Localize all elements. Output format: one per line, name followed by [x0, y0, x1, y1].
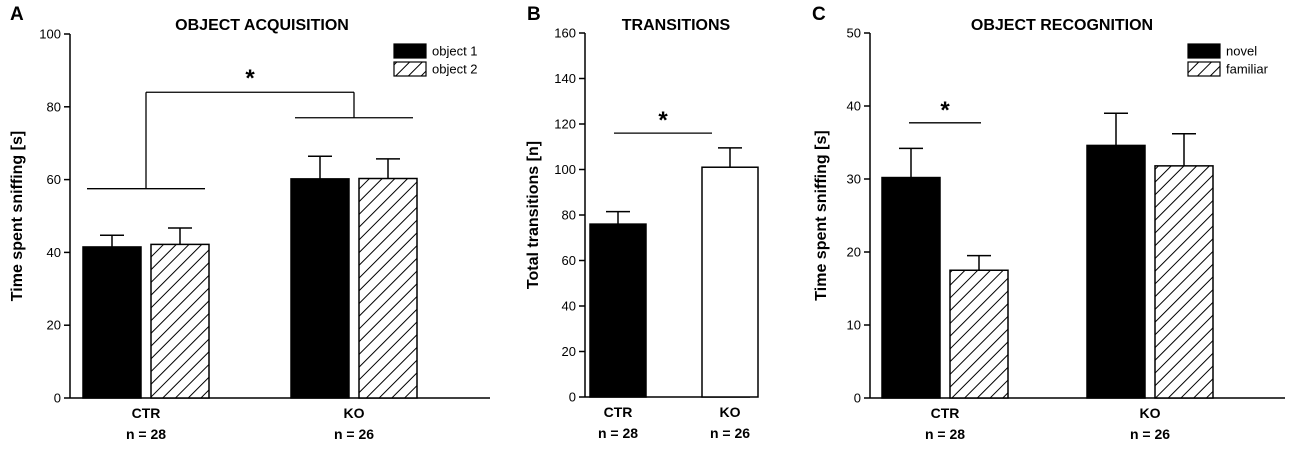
- x-category-label: KO: [1140, 405, 1161, 421]
- panel-letter: C: [812, 4, 826, 25]
- y-tick-label: 80: [562, 208, 576, 223]
- panel-letter: A: [10, 4, 24, 25]
- bar-object-2-ctr: [150, 243, 210, 399]
- x-category-label: KO: [344, 405, 365, 421]
- y-tick-label: 10: [847, 318, 861, 333]
- x-category-n-label: n = 28: [126, 426, 166, 442]
- significance-star: *: [245, 65, 255, 92]
- y-tick-label: 20: [47, 318, 61, 333]
- x-category-n-label: n = 28: [598, 425, 638, 441]
- x-category-n-label: n = 26: [1130, 426, 1170, 442]
- y-tick-label: 120: [554, 117, 576, 132]
- legend-swatch: [393, 43, 427, 59]
- chart-title: OBJECT RECOGNITION: [971, 17, 1153, 34]
- chart-title: OBJECT ACQUISITION: [175, 17, 349, 34]
- x-category-label: CTR: [132, 405, 161, 421]
- x-category-label: KO: [720, 404, 741, 420]
- y-tick-label: 0: [854, 391, 861, 406]
- bar-familiar-ctr: [949, 269, 1009, 399]
- x-category-n-label: n = 26: [710, 425, 750, 441]
- bar-ctr: [589, 223, 647, 398]
- panel-letter: B: [527, 4, 541, 25]
- bar-object-1-ko: [290, 178, 350, 399]
- x-category-n-label: n = 28: [925, 426, 965, 442]
- x-category-n-label: n = 26: [334, 426, 374, 442]
- panel-a: A OBJECT ACQUISITION 0 20 40 60 80 100 Time spen…: [9, 4, 490, 442]
- legend-label: object 1: [432, 44, 478, 59]
- bar-ko: [701, 166, 759, 398]
- y-tick-label: 100: [554, 162, 576, 177]
- bar-novel-ctr: [881, 176, 941, 399]
- y-tick-label: 140: [554, 71, 576, 86]
- y-tick-label: 80: [47, 99, 61, 114]
- y-tick-label: 60: [562, 253, 576, 268]
- y-tick-label: 100: [39, 27, 61, 42]
- panel-c: C OBJECT RECOGNITION 0 10 20 30 40 50 Time spent…: [812, 4, 1285, 442]
- y-axis-label: Time spent sniffing [s]: [9, 131, 26, 301]
- x-category-label: CTR: [931, 405, 960, 421]
- legend-label: familiar: [1226, 62, 1269, 77]
- y-tick-label: 20: [562, 344, 576, 359]
- y-tick-label: 50: [847, 26, 861, 41]
- y-tick-label: 30: [847, 172, 861, 187]
- y-tick-label: 60: [47, 172, 61, 187]
- chart-title: TRANSITIONS: [622, 17, 731, 34]
- y-axis-label: Total transitions [n]: [525, 141, 542, 289]
- legend-swatch: [1187, 61, 1221, 77]
- y-tick-label: 160: [554, 26, 576, 41]
- bar-object-1-ctr: [82, 246, 142, 399]
- y-tick-label: 40: [562, 299, 576, 314]
- y-tick-label: 20: [847, 245, 861, 260]
- significance-star: *: [658, 107, 668, 134]
- y-tick-label: 0: [569, 390, 576, 405]
- bar-familiar-ko: [1154, 165, 1214, 399]
- bar-novel-ko: [1086, 144, 1146, 399]
- y-tick-label: 40: [847, 99, 861, 114]
- legend-swatch: [393, 61, 427, 77]
- legend-swatch: [1187, 43, 1221, 59]
- legend-label: object 2: [432, 62, 478, 77]
- legend-label: novel: [1226, 44, 1257, 59]
- y-tick-label: 40: [47, 245, 61, 260]
- significance-star: *: [940, 97, 950, 124]
- y-tick-label: 0: [54, 391, 61, 406]
- panel-b: B TRANSITIONS 0 20 40 60 80 100 120 140 160 Total t…: [525, 4, 759, 441]
- x-category-label: CTR: [604, 404, 633, 420]
- bar-object-2-ko: [358, 177, 418, 399]
- y-axis-label: Time spent sniffing [s]: [813, 130, 830, 300]
